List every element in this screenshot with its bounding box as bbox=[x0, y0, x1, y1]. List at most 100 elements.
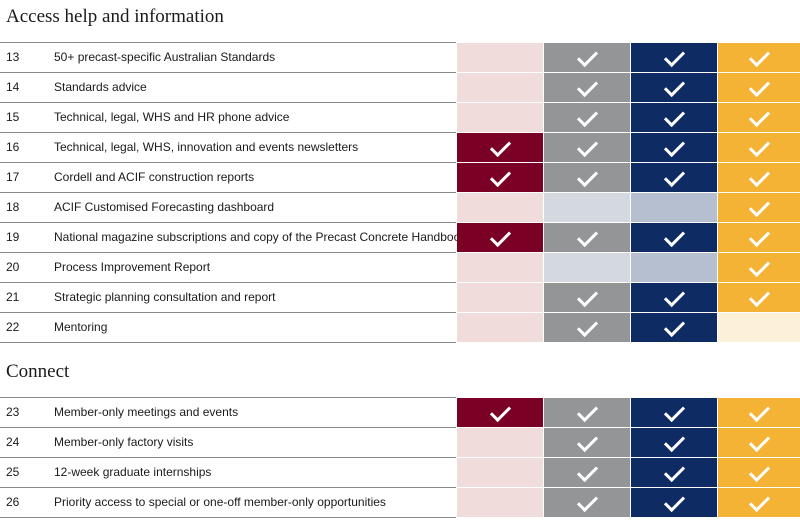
access-table: 13 50+ precast-specific Australian Standa… bbox=[0, 42, 800, 343]
checkmark-icon bbox=[576, 430, 599, 452]
checkmark-icon bbox=[576, 75, 599, 97]
row-number: 22 bbox=[6, 320, 20, 334]
tier1-not-included-cell bbox=[457, 193, 543, 222]
tier3-included-cell bbox=[631, 488, 717, 517]
row-divider bbox=[0, 427, 456, 428]
checkmark-icon bbox=[748, 285, 771, 307]
row-divider bbox=[0, 222, 456, 223]
checkmark-icon bbox=[663, 225, 686, 247]
tier3-included-cell bbox=[631, 43, 717, 72]
tier2-included-cell bbox=[544, 163, 630, 192]
checkmark-icon bbox=[576, 400, 599, 422]
checkmark-icon bbox=[576, 490, 599, 512]
row-number: 20 bbox=[6, 260, 20, 274]
checkmark-icon bbox=[489, 225, 512, 247]
checkmark-icon bbox=[663, 315, 686, 337]
tier3-not-included-cell bbox=[631, 193, 717, 222]
row-number: 13 bbox=[6, 50, 20, 64]
benefit-label: Priority access to special or one-off me… bbox=[54, 495, 386, 509]
row-number: 15 bbox=[6, 110, 20, 124]
tier2-included-cell bbox=[544, 398, 630, 427]
tier1-not-included-cell bbox=[457, 43, 543, 72]
tier4-included-cell bbox=[718, 133, 800, 162]
table-row: 19 National magazine subscriptions and co… bbox=[0, 222, 800, 252]
row-divider bbox=[0, 132, 456, 133]
benefit-label: Technical, legal, WHS, innovation and ev… bbox=[54, 140, 359, 154]
row-divider bbox=[0, 457, 456, 458]
table-row: 23 Member-only meetings and events bbox=[0, 397, 800, 427]
tier1-not-included-cell bbox=[457, 253, 543, 282]
checkmark-icon bbox=[748, 135, 771, 157]
table-row: 14 Standards advice bbox=[0, 72, 800, 102]
checkmark-icon bbox=[748, 45, 771, 67]
row-number: 25 bbox=[6, 465, 20, 479]
row-number: 23 bbox=[6, 405, 20, 419]
checkmark-icon bbox=[576, 315, 599, 337]
tier1-included-cell bbox=[457, 223, 543, 252]
row-divider bbox=[0, 102, 456, 103]
tier2-not-included-cell bbox=[544, 193, 630, 222]
row-number: 24 bbox=[6, 435, 20, 449]
table-row: 15 Technical, legal, WHS and HR phone adv… bbox=[0, 102, 800, 132]
tier2-included-cell bbox=[544, 133, 630, 162]
tier3-not-included-cell bbox=[631, 253, 717, 282]
tier3-included-cell bbox=[631, 223, 717, 252]
benefit-label: Standards advice bbox=[54, 80, 147, 94]
tier3-included-cell bbox=[631, 283, 717, 312]
row-divider bbox=[0, 252, 456, 253]
tier2-included-cell bbox=[544, 73, 630, 102]
table-row: 17 Cordell and ACIF construction reports bbox=[0, 162, 800, 192]
tier2-included-cell bbox=[544, 313, 630, 342]
tier2-included-cell bbox=[544, 458, 630, 487]
checkmark-icon bbox=[748, 225, 771, 247]
row-divider bbox=[0, 192, 456, 193]
tier4-included-cell bbox=[718, 398, 800, 427]
row-number: 19 bbox=[6, 230, 20, 244]
benefit-label: Strategic planning consultation and repo… bbox=[54, 290, 276, 304]
benefit-label: Technical, legal, WHS and HR phone advic… bbox=[54, 110, 290, 124]
tier4-included-cell bbox=[718, 223, 800, 252]
row-number: 14 bbox=[6, 80, 20, 94]
tier3-included-cell bbox=[631, 398, 717, 427]
tier2-included-cell bbox=[544, 103, 630, 132]
row-divider bbox=[0, 72, 456, 73]
checkmark-icon bbox=[576, 460, 599, 482]
tier3-included-cell bbox=[631, 133, 717, 162]
tier2-included-cell bbox=[544, 43, 630, 72]
tier4-not-included-cell bbox=[718, 313, 800, 342]
table-row: 16 Technical, legal, WHS, innovation and … bbox=[0, 132, 800, 162]
row-divider bbox=[0, 517, 456, 518]
benefit-label: Member-only meetings and events bbox=[54, 405, 239, 419]
row-number: 26 bbox=[6, 495, 20, 509]
checkmark-icon bbox=[489, 165, 512, 187]
table-row: 21 Strategic planning consultation and re… bbox=[0, 282, 800, 312]
checkmark-icon bbox=[576, 285, 599, 307]
section-title-connect: Connect bbox=[6, 361, 70, 382]
tier1-not-included-cell bbox=[457, 73, 543, 102]
table-row: 26 Priority access to special or one-off … bbox=[0, 487, 800, 518]
section-title-access: Access help and information bbox=[6, 6, 224, 27]
checkmark-icon bbox=[748, 460, 771, 482]
tier1-not-included-cell bbox=[457, 283, 543, 312]
tier2-not-included-cell bbox=[544, 253, 630, 282]
tier1-not-included-cell bbox=[457, 488, 543, 517]
row-number: 21 bbox=[6, 290, 20, 304]
checkmark-icon bbox=[748, 430, 771, 452]
checkmark-icon bbox=[489, 135, 512, 157]
tier1-not-included-cell bbox=[457, 428, 543, 457]
tier1-not-included-cell bbox=[457, 313, 543, 342]
checkmark-icon bbox=[748, 490, 771, 512]
row-number: 18 bbox=[6, 200, 20, 214]
tier1-not-included-cell bbox=[457, 103, 543, 132]
checkmark-icon bbox=[489, 400, 512, 422]
tier3-included-cell bbox=[631, 163, 717, 192]
table-row: 22 Mentoring bbox=[0, 312, 800, 343]
tier4-included-cell bbox=[718, 283, 800, 312]
benefit-label: ACIF Customised Forecasting dashboard bbox=[54, 200, 275, 214]
tier3-included-cell bbox=[631, 458, 717, 487]
row-divider bbox=[0, 342, 456, 343]
tier4-included-cell bbox=[718, 163, 800, 192]
tier3-included-cell bbox=[631, 428, 717, 457]
table-row: 13 50+ precast-specific Australian Standa… bbox=[0, 42, 800, 72]
